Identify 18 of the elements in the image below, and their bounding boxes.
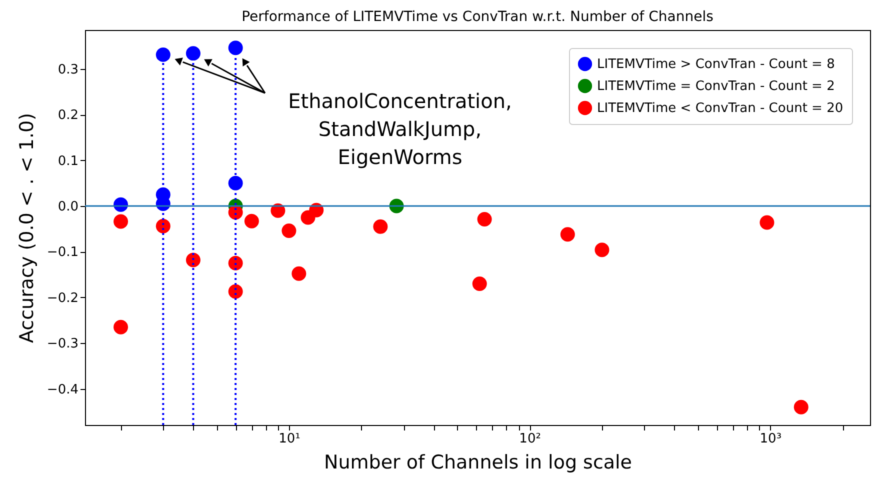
y-tick-label: 0.0 [58, 200, 78, 215]
y-tick-label: −0.4 [46, 382, 78, 398]
y-tick-label: −0.3 [46, 336, 78, 352]
chart-title: Performance of LITEMVTime vs ConvTran w.r.t. Number of Channels [242, 9, 714, 25]
y-tick-label: 0.1 [58, 154, 78, 169]
x-tick-label: 10² [519, 432, 541, 446]
y-tick-label: 0.2 [58, 108, 78, 124]
y-tick-label: −0.2 [46, 290, 78, 306]
x-tick-label: 10¹ [278, 432, 300, 446]
x-axis-title: Number of Channels in log scale [324, 452, 632, 474]
legend-label: LITEMVTime = ConvTran - Count = 2 [597, 79, 835, 94]
annotation: EthanolConcentration, StandWalkJump, EigenWorms [288, 89, 512, 169]
y-axis-title: Accuracy (0.0 < . < 1.0) [16, 112, 38, 344]
legend-label: LITEMVTime < ConvTran - Count = 20 [597, 101, 844, 116]
y-tick-label: −0.1 [46, 245, 78, 260]
legend-label: LITEMVTime > ConvTran - Count = 8 [597, 57, 835, 72]
x-tick-label: 10³ [760, 432, 782, 446]
y-tick-label: 0.3 [58, 62, 78, 78]
